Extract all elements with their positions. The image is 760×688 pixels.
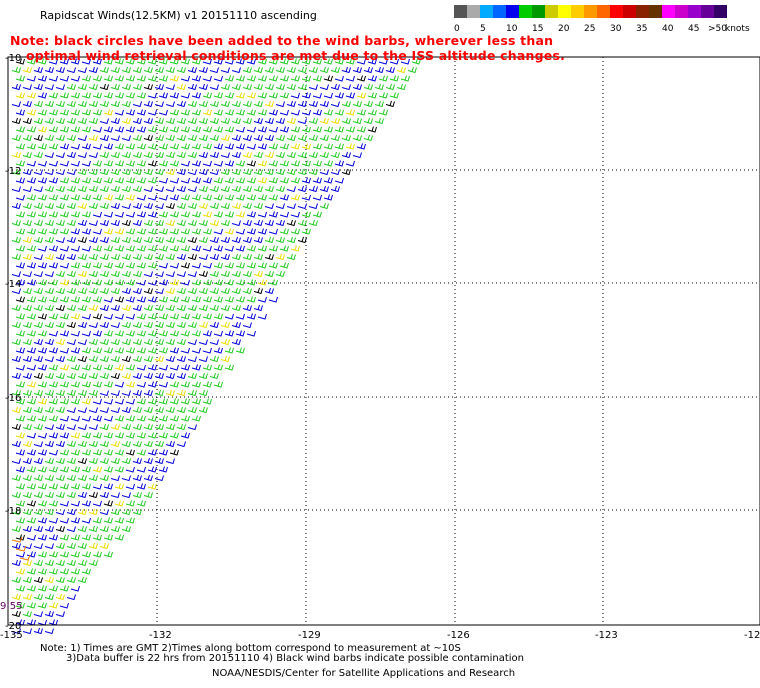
lat-lon-grid	[8, 57, 760, 625]
legend-swatch	[597, 5, 610, 18]
legend-swatch	[480, 5, 493, 18]
legend-swatch	[714, 5, 727, 18]
legend-swatch	[571, 5, 584, 18]
legend-swatch	[584, 5, 597, 18]
legend-swatch	[649, 5, 662, 18]
legend-swatch	[688, 5, 701, 18]
legend-label: 15	[532, 24, 543, 34]
map-title: Rapidscat Winds(12.5KM) v1 20151110 asce…	[40, 9, 317, 22]
legend-units: knots	[725, 24, 750, 34]
legend-label: >50	[708, 24, 727, 34]
map-frame	[7, 56, 760, 626]
pass-time-label: 9:55	[0, 601, 22, 612]
legend-swatch	[493, 5, 506, 18]
legend-swatch	[519, 5, 532, 18]
legend-label: 40	[662, 24, 674, 34]
legend-swatch	[662, 5, 675, 18]
lon-tick-label: -135	[0, 630, 23, 641]
legend-label: 10	[506, 24, 518, 34]
legend-swatch	[636, 5, 649, 18]
legend-swatch	[558, 5, 571, 18]
legend-swatch	[545, 5, 558, 18]
note-line-1: Note: black circles have been added to t…	[10, 33, 554, 48]
wind-barbs	[11, 58, 410, 635]
lat-tick-label: -16	[5, 393, 21, 404]
wind-barbs	[11, 66, 406, 609]
legend-label: 35	[636, 24, 647, 34]
legend-swatch	[467, 5, 480, 18]
lat-tick-label: -20	[5, 621, 21, 632]
wind-barbs	[11, 58, 421, 618]
legend-swatch	[506, 5, 519, 18]
lon-tick-label: -126	[447, 630, 470, 641]
wind-barbs	[11, 58, 395, 618]
note-line-2: optimal wind retrieval conditions are me…	[26, 48, 566, 63]
legend-swatch	[454, 5, 467, 18]
wind-barbs-strong	[11, 536, 31, 561]
footer-line-2: 3)Data buffer is 22 hrs from 20151110 4)…	[66, 653, 524, 664]
wind-barb-swath	[11, 58, 421, 635]
legend-label: 45	[688, 24, 699, 34]
latitude-tick-labels: -10 -12 -14 -16 -18 -20	[5, 53, 21, 632]
footer-line-1: Note: 1) Times are GMT 2)Times along bot…	[40, 643, 461, 654]
legend-swatch	[610, 5, 623, 18]
legend-label: 5	[480, 24, 486, 34]
legend-swatch	[675, 5, 688, 18]
lat-tick-label: -10	[5, 53, 21, 64]
legend-swatch	[701, 5, 714, 18]
lat-tick-label: -12	[5, 166, 21, 177]
legend-swatch	[623, 5, 636, 18]
footer-credit: NOAA/NESDIS/Center for Satellite Applica…	[212, 668, 516, 679]
lon-tick-label: -129	[298, 630, 321, 641]
lon-tick-label: -132	[149, 630, 172, 641]
legend-label: 25	[584, 24, 595, 34]
lon-tick-label: -120	[744, 630, 760, 641]
legend-swatch	[532, 5, 545, 18]
lat-tick-label: -18	[5, 506, 21, 517]
legend-label: 20	[558, 24, 570, 34]
lat-tick-label: -14	[5, 279, 21, 290]
legend-label: 30	[610, 24, 622, 34]
lon-tick-label: -123	[595, 630, 618, 641]
longitude-tick-labels: -135 -132 -129 -126 -123 -120	[0, 630, 760, 641]
legend-label: 0	[454, 24, 460, 34]
